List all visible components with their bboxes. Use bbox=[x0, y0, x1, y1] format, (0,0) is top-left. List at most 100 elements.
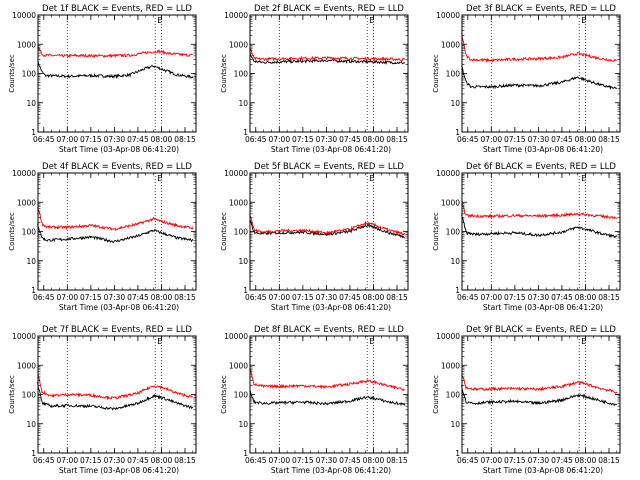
events-rate-line bbox=[461, 385, 617, 407]
y-tick-label: 100 bbox=[446, 391, 461, 400]
x-tick-label: 07:00 bbox=[268, 135, 290, 144]
x-tick-label: 06:45 bbox=[33, 293, 55, 302]
x-tick-label: 08:15 bbox=[386, 456, 408, 465]
y-tick-label: 10000 bbox=[436, 11, 460, 20]
x-tick-label: 07:15 bbox=[80, 293, 102, 302]
events-rate-line bbox=[461, 65, 618, 90]
plot-frame bbox=[249, 14, 409, 133]
y-tick-label: 100 bbox=[22, 391, 37, 400]
y-tick-label: 10 bbox=[26, 420, 36, 429]
y-tick-label: 1000 bbox=[17, 361, 36, 370]
x-axis-label: Start Time (03-Apr-08 06:41:20) bbox=[59, 303, 179, 312]
event-marker-label: E bbox=[157, 337, 162, 346]
y-tick-label: 1000 bbox=[441, 361, 460, 370]
lld-rate-line bbox=[249, 48, 406, 62]
x-tick-label: 07:15 bbox=[504, 135, 526, 144]
y-tick-label: 100 bbox=[234, 228, 249, 237]
lld-rate-line bbox=[37, 207, 194, 231]
y-tick-label: 1 bbox=[455, 128, 460, 137]
x-tick-label: 08:15 bbox=[598, 135, 620, 144]
x-tick-label: 06:45 bbox=[457, 456, 479, 465]
plot-frame bbox=[461, 14, 621, 133]
lld-rate-line bbox=[461, 203, 618, 220]
y-tick-label: 1 bbox=[243, 449, 248, 458]
x-tick-label: 07:30 bbox=[104, 135, 126, 144]
events-rate-line bbox=[249, 390, 406, 407]
x-tick-label: 07:15 bbox=[80, 135, 102, 144]
y-axis-label: Counts/sec bbox=[432, 375, 440, 414]
x-tick-label: 08:00 bbox=[363, 456, 385, 465]
y-axis-label: Counts/sec bbox=[8, 54, 16, 93]
events-rate-line bbox=[249, 53, 406, 66]
y-tick-label: 1 bbox=[31, 286, 36, 295]
detector-plot-6: Det 6f BLACK = Events, RED = LLD E 1 10 100 1… bbox=[432, 162, 621, 312]
x-tick-label: 06:45 bbox=[245, 456, 267, 465]
plot-title: Det 1f BLACK = Events, RED = LLD bbox=[42, 4, 192, 14]
y-tick-label: 100 bbox=[22, 228, 37, 237]
detector-plot-4: Det 4f BLACK = Events, RED = LLD E 1 10 100 1… bbox=[8, 162, 197, 312]
x-axis-label: Start Time (03-Apr-08 06:41:20) bbox=[59, 466, 179, 475]
y-tick-label: 1 bbox=[31, 128, 36, 137]
x-axis-label: Start Time (03-Apr-08 06:41:20) bbox=[271, 145, 391, 154]
events-rate-line bbox=[37, 223, 194, 244]
y-tick-label: 1000 bbox=[229, 361, 248, 370]
events-rate-line bbox=[461, 214, 618, 239]
x-tick-label: 08:15 bbox=[386, 135, 408, 144]
y-axis-label: Counts/sec bbox=[8, 375, 16, 414]
lld-rate-line bbox=[461, 33, 618, 63]
event-marker-label: E bbox=[581, 337, 586, 346]
y-tick-label: 10000 bbox=[224, 11, 248, 20]
events-rate-line bbox=[37, 381, 194, 411]
event-marker-label: E bbox=[157, 174, 162, 183]
x-tick-label: 07:30 bbox=[316, 135, 338, 144]
lld-rate-line bbox=[249, 368, 405, 391]
plot-frame bbox=[37, 14, 197, 133]
x-tick-label: 07:00 bbox=[268, 293, 290, 302]
x-tick-label: 07:30 bbox=[528, 456, 550, 465]
y-tick-label: 10000 bbox=[12, 332, 36, 341]
x-tick-label: 06:45 bbox=[457, 293, 479, 302]
x-tick-label: 07:45 bbox=[551, 456, 573, 465]
x-tick-label: 08:15 bbox=[386, 293, 408, 302]
y-axis-label: Counts/sec bbox=[220, 375, 228, 414]
lld-rate-line bbox=[461, 374, 618, 394]
x-tick-label: 07:15 bbox=[504, 293, 526, 302]
x-tick-label: 07:45 bbox=[551, 293, 573, 302]
y-tick-label: 10 bbox=[450, 420, 460, 429]
x-tick-label: 07:30 bbox=[316, 293, 338, 302]
event-marker-label: E bbox=[581, 16, 586, 25]
y-axis-label: Counts/sec bbox=[432, 212, 440, 251]
detector-plot-9: Det 9f BLACK = Events, RED = LLD E 1 10 100 1… bbox=[432, 325, 621, 475]
x-tick-label: 06:45 bbox=[245, 293, 267, 302]
x-axis-label: Start Time (03-Apr-08 06:41:20) bbox=[271, 466, 391, 475]
x-tick-label: 06:45 bbox=[33, 456, 55, 465]
x-tick-label: 08:00 bbox=[151, 293, 173, 302]
y-tick-label: 1000 bbox=[229, 40, 248, 49]
x-tick-label: 08:00 bbox=[151, 135, 173, 144]
y-tick-label: 1 bbox=[31, 449, 36, 458]
y-tick-label: 1000 bbox=[17, 198, 36, 207]
y-tick-label: 1000 bbox=[229, 198, 248, 207]
y-tick-label: 10 bbox=[238, 257, 248, 266]
y-tick-label: 1000 bbox=[441, 40, 460, 49]
x-tick-label: 08:15 bbox=[598, 456, 620, 465]
y-tick-label: 10 bbox=[238, 99, 248, 108]
plot-title: Det 5f BLACK = Events, RED = LLD bbox=[254, 162, 404, 172]
y-tick-label: 10000 bbox=[224, 332, 248, 341]
x-tick-label: 07:15 bbox=[292, 456, 314, 465]
y-tick-label: 1 bbox=[243, 286, 248, 295]
x-tick-label: 07:15 bbox=[80, 456, 102, 465]
x-tick-label: 06:45 bbox=[457, 135, 479, 144]
y-tick-label: 1 bbox=[455, 286, 460, 295]
y-tick-label: 10000 bbox=[12, 11, 36, 20]
x-tick-label: 08:00 bbox=[151, 456, 173, 465]
y-tick-label: 100 bbox=[234, 70, 249, 79]
x-axis-label: Start Time (03-Apr-08 06:41:20) bbox=[483, 303, 603, 312]
x-tick-label: 07:30 bbox=[528, 293, 550, 302]
x-tick-label: 08:15 bbox=[174, 135, 196, 144]
detector-plot-3: Det 3f BLACK = Events, RED = LLD E 1 10 100 1… bbox=[432, 4, 621, 154]
x-tick-label: 07:30 bbox=[528, 135, 550, 144]
plot-title: Det 3f BLACK = Events, RED = LLD bbox=[466, 4, 616, 14]
x-tick-label: 08:00 bbox=[363, 135, 385, 144]
x-tick-label: 07:00 bbox=[480, 135, 502, 144]
